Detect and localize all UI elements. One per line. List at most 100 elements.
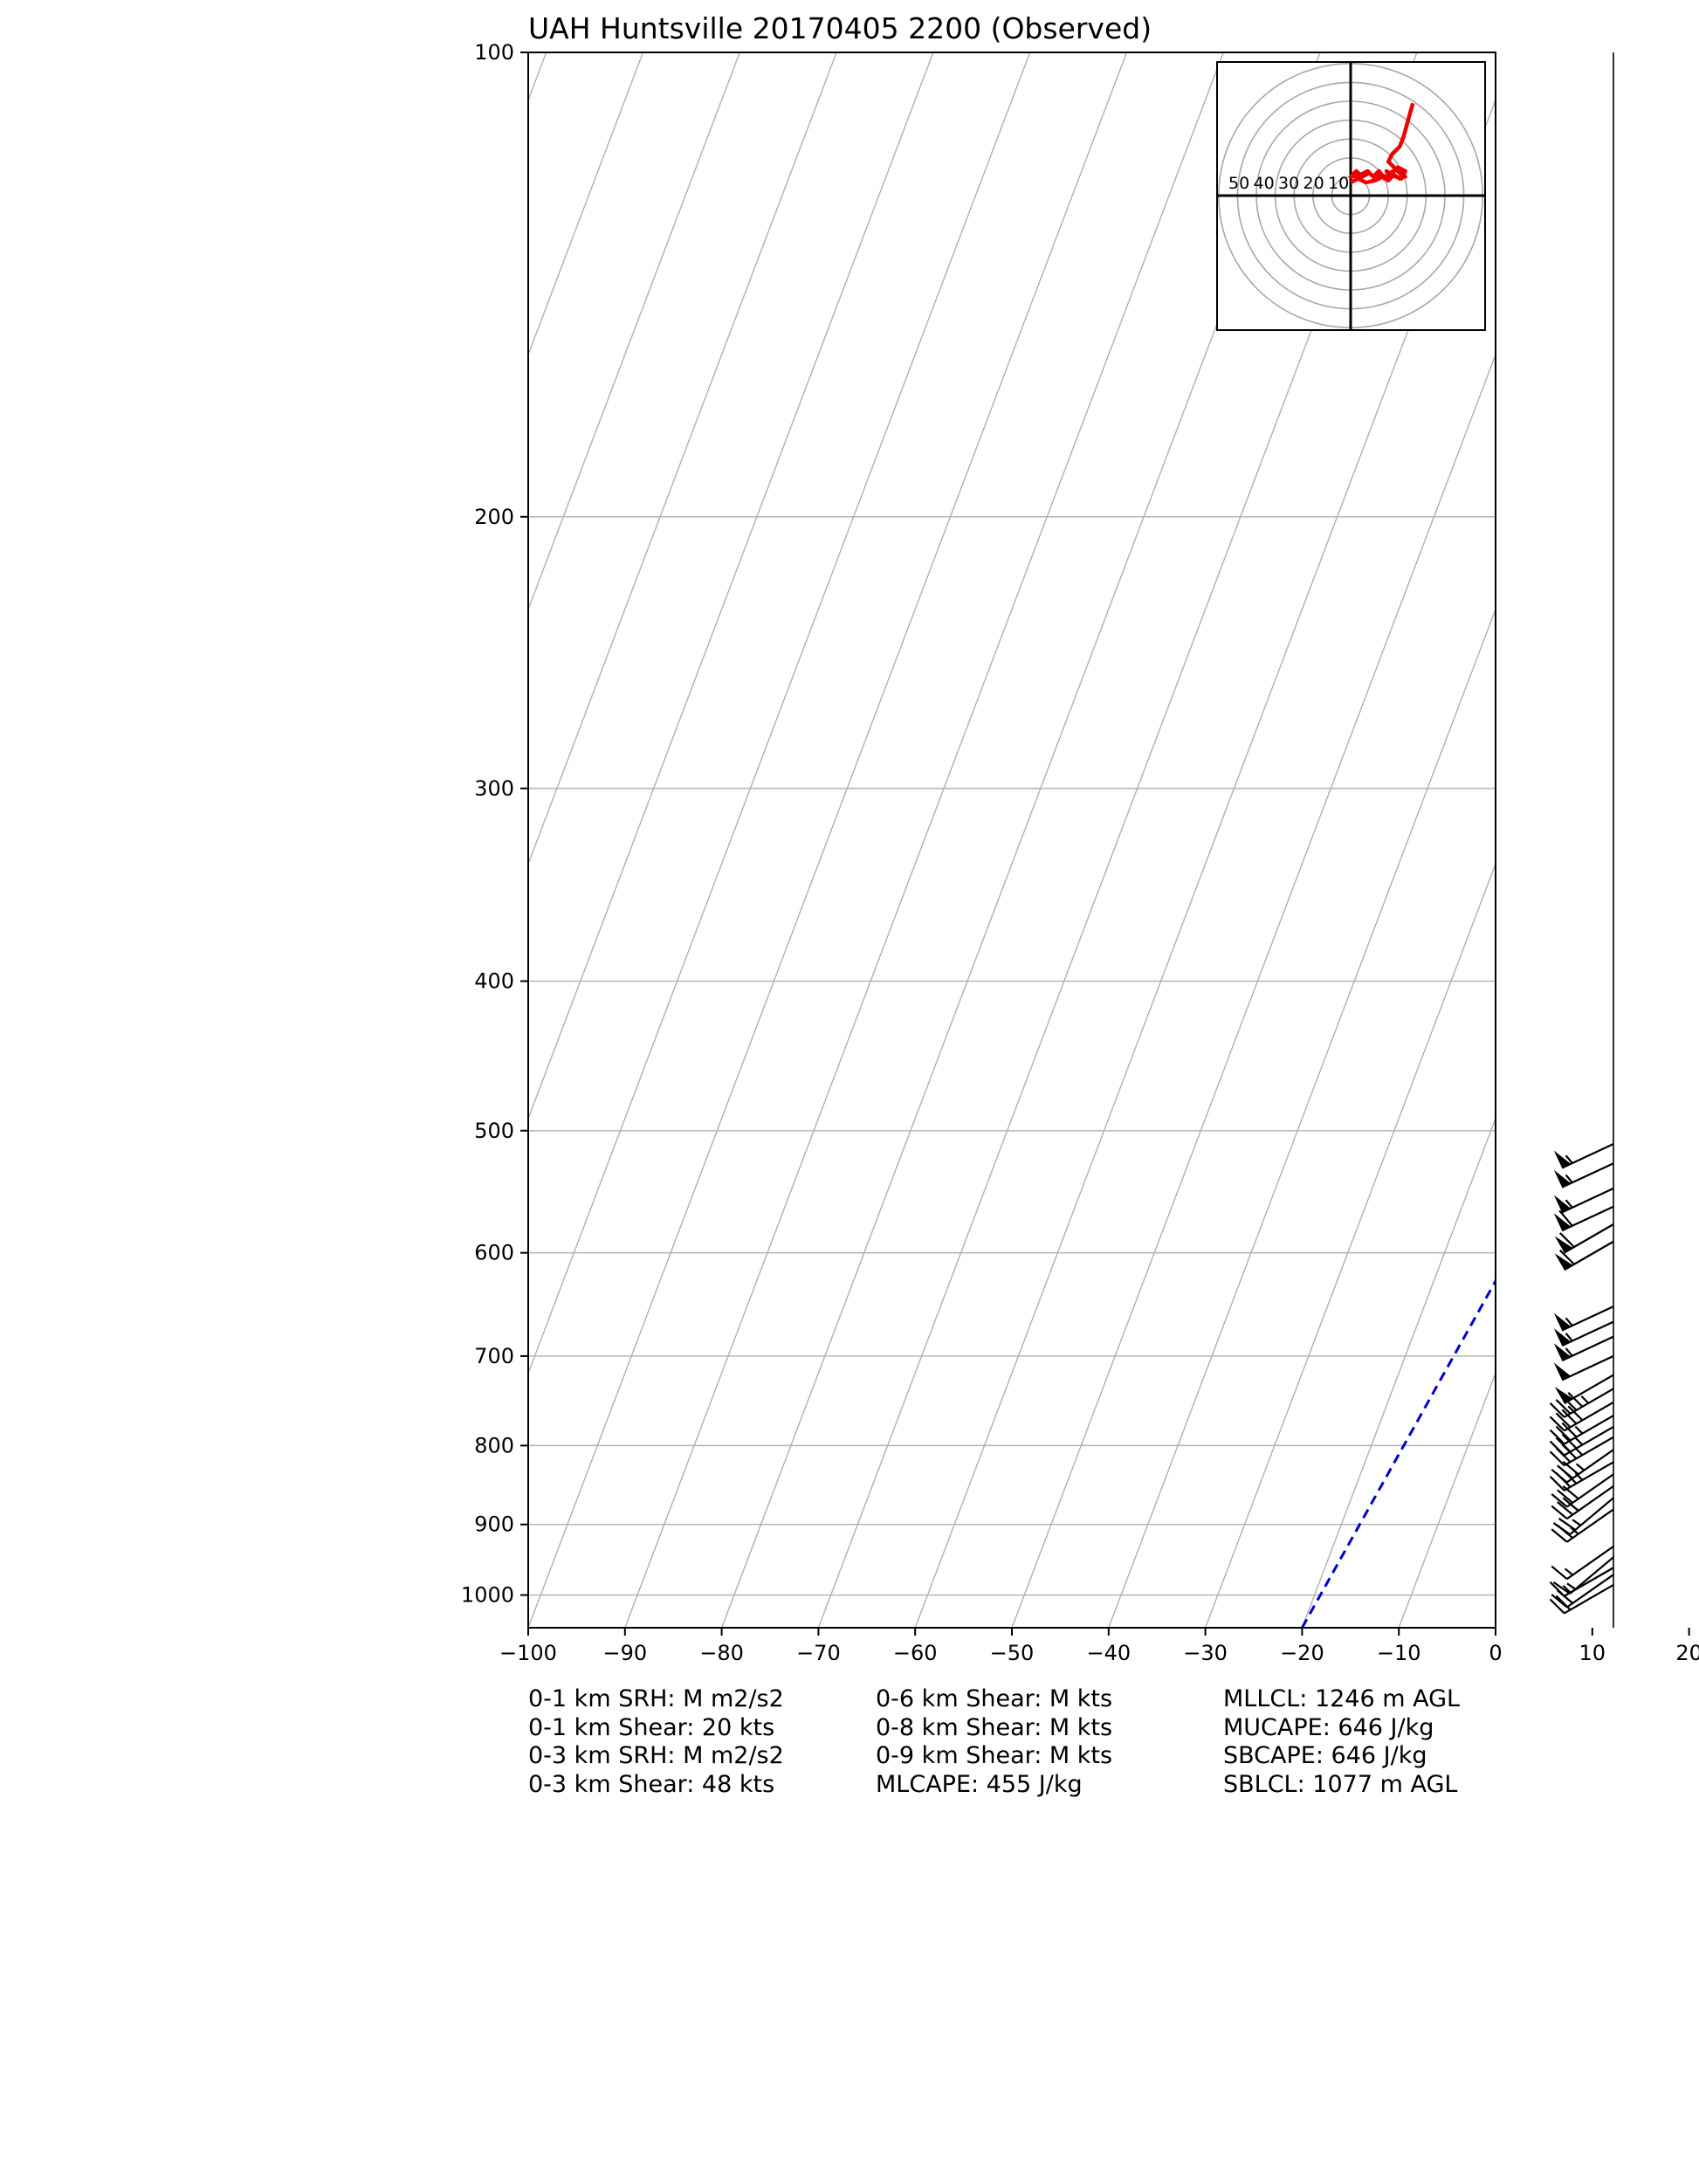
wind-barb-flag: [1553, 1150, 1572, 1168]
wind-barb-shaft: [1561, 1306, 1614, 1332]
stats-column-2: 0-6 km Shear: M kts 0-8 km Shear: M kts …: [876, 1685, 1112, 1799]
wind-barb-shaft: [1564, 1426, 1614, 1457]
wind-barb-shaft: [1561, 1205, 1614, 1232]
wind-barb-shaft: [1561, 1162, 1614, 1188]
wind-barb-flag: [1553, 1328, 1572, 1347]
wind-barb: [1549, 1426, 1614, 1457]
wind-barb: [1552, 1556, 1614, 1595]
wind-barb-full: [1551, 1528, 1568, 1543]
wind-barb-flag: [1553, 1169, 1572, 1188]
wind-barb-full: [1555, 1399, 1572, 1415]
wind-barb-full: [1549, 1429, 1565, 1445]
wind-barb-shaft: [1564, 1584, 1614, 1615]
y-tick-label: 800: [474, 1433, 514, 1457]
hodograph-ring-label: 20: [1303, 174, 1324, 193]
wind-barb-flag: [1554, 1236, 1573, 1253]
wind-barb-full: [1561, 1422, 1578, 1438]
wind-barb-shaft: [1569, 1556, 1614, 1595]
stats-column-3: MLLCL: 1246 m AGL MUCAPE: 646 J/kg SBCAP…: [1223, 1685, 1460, 1799]
stat-mucape: MUCAPE: 646 J/kg: [1223, 1713, 1434, 1741]
wind-barb-full: [1549, 1598, 1565, 1615]
wind-barb-shaft: [1566, 1545, 1614, 1581]
isotherm-line: [624, 52, 1224, 1628]
wind-barb: [1551, 1473, 1614, 1508]
wind-barb-full: [1555, 1412, 1572, 1429]
wind-barb: [1549, 1401, 1614, 1432]
wind-barb-full: [1558, 1232, 1575, 1248]
hodograph-trace: [1348, 102, 1415, 185]
wind-barb-shaft: [1566, 1473, 1614, 1508]
wind-barb-shaft: [1564, 1223, 1614, 1254]
wind-barb: [1554, 1223, 1614, 1254]
wind-barb-half: [1572, 1519, 1582, 1526]
isotherm-line: [528, 52, 547, 102]
wind-barb-full: [1558, 1249, 1575, 1265]
wind-barb: [1553, 1320, 1614, 1347]
wind-barb: [1553, 1142, 1614, 1169]
wind-barb-shaft: [1561, 1335, 1614, 1362]
wind-barb-full: [1562, 1485, 1579, 1500]
wind-barb-half: [1565, 1199, 1573, 1209]
y-tick-label: 1000: [461, 1583, 514, 1608]
x-tick-label: 0: [1489, 1641, 1502, 1665]
stat-mllcl: MLLCL: 1246 m AGL: [1223, 1685, 1461, 1712]
stat-sbcape: SBCAPE: 646 J/kg: [1223, 1742, 1427, 1769]
wind-barb: [1552, 1497, 1614, 1535]
hodograph-ring-label: 50: [1228, 174, 1249, 193]
profiles: [1552, 1131, 1699, 1585]
wind-barb-half: [1565, 1154, 1573, 1164]
isotherm-line: [1495, 1626, 1496, 1628]
stat-shear-0-6km: 0-6 km Shear: M kts: [876, 1685, 1113, 1712]
wind-barb-half: [1574, 1472, 1584, 1481]
stats-column-1: 0-1 km SRH: M m2/s2 0-1 km Shear: 20 kts…: [528, 1685, 784, 1799]
wind-barb-shaft: [1566, 1485, 1614, 1520]
stat-srh-0-3km: 0-3 km SRH: M m2/s2: [528, 1742, 784, 1769]
wind-barb-full: [1551, 1493, 1568, 1508]
x-tick-label: 20: [1675, 1641, 1699, 1665]
wind-barb: [1553, 1335, 1614, 1362]
wind-barb-full: [1549, 1581, 1565, 1597]
wind-barb-half: [1574, 1436, 1584, 1446]
wind-barb-shaft: [1561, 1142, 1614, 1169]
wind-barb-shaft: [1564, 1388, 1614, 1418]
wind-barb: [1549, 1388, 1614, 1418]
wind-barb-shaft: [1564, 1374, 1614, 1404]
x-tick-label: −80: [699, 1641, 744, 1665]
wind-barb: [1553, 1205, 1614, 1232]
wind-barb: [1554, 1374, 1614, 1404]
stat-srh-0-1km: 0-1 km SRH: M m2/s2: [528, 1685, 784, 1712]
wind-barb-shaft: [1569, 1497, 1614, 1535]
wind-barb-shaft: [1564, 1415, 1614, 1445]
wind-barb-flag: [1554, 1253, 1573, 1271]
axes: −100−90−80−70−60−50−40−30−20−10010203040…: [461, 40, 1699, 1665]
y-tick-label: 900: [474, 1512, 514, 1537]
y-tick-label: 100: [474, 40, 514, 65]
wind-barb-flag: [1553, 1343, 1572, 1361]
x-tick-label: −40: [1086, 1641, 1131, 1665]
x-tick-label: −20: [1280, 1641, 1324, 1665]
wind-barb-half: [1564, 1567, 1574, 1576]
wind-barb: [1553, 1187, 1614, 1214]
wind-barb-shaft: [1566, 1449, 1614, 1484]
wind-barb: [1549, 1415, 1614, 1445]
reference-lines: [1301, 1278, 1496, 1628]
hodograph-ring-label: 30: [1278, 174, 1299, 193]
wind-barb-shaft: [1564, 1240, 1614, 1271]
wind-barb-full: [1552, 1581, 1571, 1595]
isotherm-line: [528, 52, 1031, 1375]
isotherm-line: [1689, 52, 1699, 1628]
wind-barb-half: [1562, 1584, 1572, 1594]
isotherm-line: [528, 52, 740, 611]
wind-barb-full: [1567, 1392, 1584, 1408]
hodograph: 50 40 30 20 10: [1216, 61, 1486, 331]
wind-barb-shaft: [1561, 1320, 1614, 1347]
wind-barb-full: [1555, 1436, 1572, 1453]
wind-barb-full: [1555, 1425, 1572, 1442]
grid: [528, 52, 1699, 1628]
wind-barb-full: [1557, 1464, 1574, 1479]
wind-barb-flag: [1553, 1195, 1572, 1213]
stat-shear-0-3km: 0-3 km Shear: 48 kts: [528, 1770, 775, 1798]
wind-barb-full: [1549, 1450, 1565, 1467]
wind-barb-full: [1567, 1405, 1584, 1422]
